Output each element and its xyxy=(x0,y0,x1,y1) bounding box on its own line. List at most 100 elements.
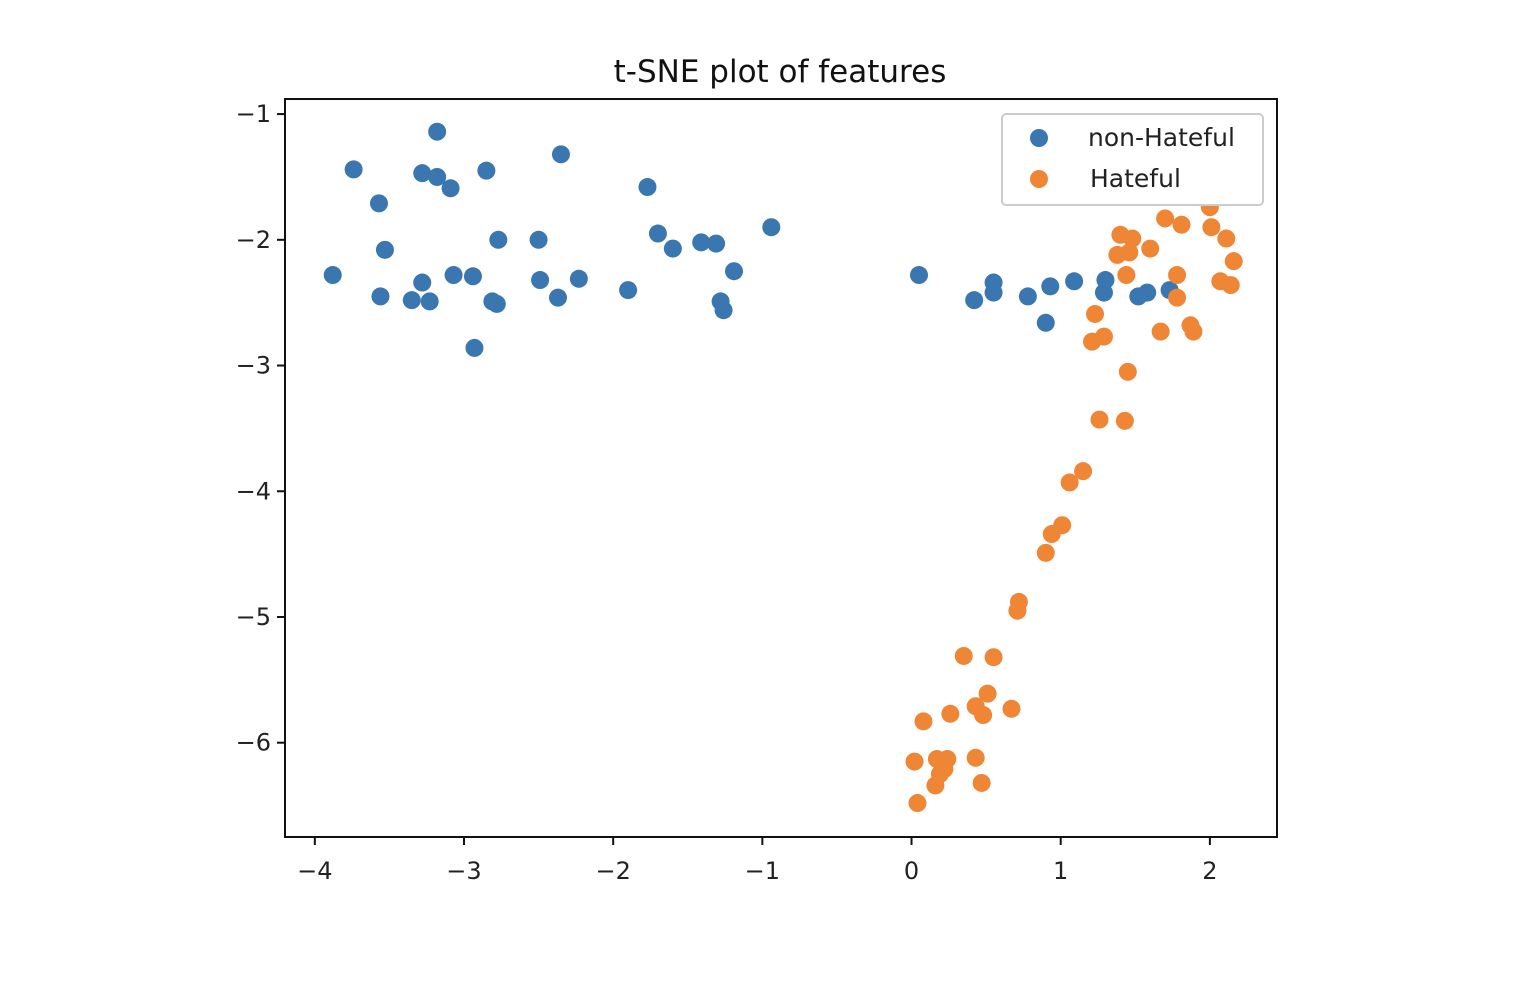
point-hateful xyxy=(908,794,927,813)
point-non-hateful xyxy=(371,287,390,306)
point-non-hateful xyxy=(375,240,394,259)
point-non-hateful xyxy=(477,161,496,180)
point-hateful xyxy=(1074,462,1093,481)
y-tick-label: −4 xyxy=(236,477,271,505)
point-non-hateful xyxy=(714,301,733,320)
point-hateful xyxy=(1002,699,1021,718)
point-hateful xyxy=(1115,411,1134,430)
y-tick-label: −6 xyxy=(236,729,271,757)
point-hateful xyxy=(938,750,957,769)
x-axis: −4 −3 −2 −1 0 1 2 xyxy=(297,837,1218,885)
point-hateful xyxy=(978,684,997,703)
point-hateful xyxy=(1168,266,1187,285)
legend-label-non-hateful: non-Hateful xyxy=(1088,123,1235,152)
x-tick-label: −4 xyxy=(297,857,332,885)
point-non-hateful xyxy=(369,194,388,213)
point-hateful xyxy=(1053,516,1072,535)
point-hateful xyxy=(966,748,985,767)
point-non-hateful xyxy=(663,239,682,258)
point-non-hateful xyxy=(909,266,928,285)
point-non-hateful xyxy=(692,233,711,252)
point-non-hateful xyxy=(441,179,460,198)
point-non-hateful xyxy=(1041,277,1060,296)
point-hateful xyxy=(941,704,960,723)
point-hateful xyxy=(1168,288,1187,307)
point-hateful xyxy=(1202,218,1221,237)
point-hateful xyxy=(1217,229,1236,248)
x-tick-label: 0 xyxy=(904,857,919,885)
point-hateful xyxy=(1184,322,1203,341)
point-hateful xyxy=(1118,362,1137,381)
legend-label-hateful: Hateful xyxy=(1090,164,1181,193)
point-non-hateful xyxy=(638,178,657,197)
point-hateful xyxy=(1094,327,1113,346)
point-hateful xyxy=(1060,473,1079,492)
point-non-hateful xyxy=(323,266,342,285)
point-non-hateful xyxy=(707,234,726,253)
point-non-hateful xyxy=(413,164,432,183)
point-hateful xyxy=(905,752,924,771)
point-non-hateful xyxy=(725,262,744,281)
point-hateful xyxy=(954,646,973,665)
point-hateful xyxy=(972,773,991,792)
point-hateful xyxy=(914,712,933,731)
y-tick-label: −1 xyxy=(236,100,271,128)
point-non-hateful xyxy=(344,160,363,179)
point-hateful xyxy=(1036,543,1055,562)
x-tick-label: 1 xyxy=(1053,857,1068,885)
point-hateful xyxy=(1224,252,1243,271)
point-non-hateful xyxy=(413,273,432,292)
point-non-hateful xyxy=(762,218,781,237)
chart-title: t-SNE plot of features xyxy=(614,54,947,90)
legend-marker-hateful xyxy=(1030,170,1048,188)
legend: non-Hateful Hateful xyxy=(1001,113,1264,206)
scatter-points xyxy=(323,122,1243,813)
point-non-hateful xyxy=(648,224,667,243)
point-non-hateful xyxy=(487,294,506,313)
point-non-hateful xyxy=(428,167,447,186)
point-non-hateful xyxy=(548,288,567,307)
legend-marker-non-hateful xyxy=(1030,129,1048,147)
point-hateful xyxy=(1009,592,1028,611)
y-tick-label: −2 xyxy=(236,226,271,254)
point-non-hateful xyxy=(1065,272,1084,291)
point-non-hateful xyxy=(529,230,548,249)
point-non-hateful xyxy=(444,266,463,285)
plot-area-frame xyxy=(284,98,1278,838)
y-axis: −1 −2 −3 −4 −5 −6 xyxy=(236,100,285,757)
point-non-hateful xyxy=(1018,287,1037,306)
legend-box xyxy=(1001,113,1264,206)
point-non-hateful xyxy=(402,291,421,310)
point-non-hateful xyxy=(489,230,508,249)
point-hateful xyxy=(1086,304,1105,323)
point-hateful xyxy=(1156,209,1175,228)
point-non-hateful xyxy=(465,338,484,357)
point-hateful xyxy=(1123,229,1142,248)
point-non-hateful xyxy=(1036,313,1055,332)
point-non-hateful xyxy=(965,291,984,310)
point-non-hateful xyxy=(428,122,447,141)
point-hateful xyxy=(1141,239,1160,258)
point-hateful xyxy=(1151,322,1170,341)
y-tick-label: −5 xyxy=(236,603,271,631)
point-non-hateful xyxy=(1096,271,1115,290)
point-hateful xyxy=(1117,266,1136,285)
point-hateful xyxy=(1120,243,1139,262)
point-hateful xyxy=(984,648,1003,667)
x-tick-label: −2 xyxy=(595,857,630,885)
point-non-hateful xyxy=(531,271,550,290)
x-tick-label: −1 xyxy=(745,857,780,885)
point-non-hateful xyxy=(551,145,570,164)
point-non-hateful xyxy=(463,267,482,286)
point-hateful xyxy=(1090,410,1109,429)
y-tick-label: −3 xyxy=(236,352,271,380)
point-non-hateful xyxy=(619,281,638,300)
x-tick-label: 2 xyxy=(1202,857,1217,885)
point-non-hateful xyxy=(1138,283,1157,302)
point-hateful xyxy=(974,706,993,725)
x-tick-label: −3 xyxy=(446,857,481,885)
point-non-hateful xyxy=(420,292,439,311)
point-non-hateful xyxy=(569,269,588,288)
point-non-hateful xyxy=(984,283,1003,302)
